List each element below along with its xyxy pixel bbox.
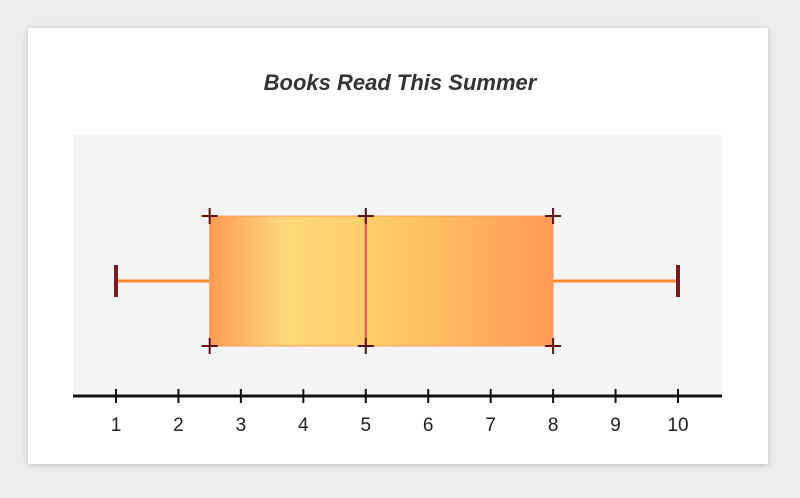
x-tick-label: 9 [610,415,621,436]
q3-top-marker [545,208,562,224]
q1-top-marker [201,208,218,224]
q1-bottom-marker [201,338,218,354]
x-tick-label: 3 [236,415,247,436]
x-tick-label: 4 [298,415,309,436]
chart-title: Books Read This Summer [263,70,537,95]
x-tick-label: 5 [360,415,371,436]
max-cap [676,265,680,297]
q3-bottom-marker [545,338,562,354]
min-cap [114,265,118,297]
x-tick-label: 10 [667,415,688,436]
x-tick-label: 8 [548,415,559,436]
x-tick-label: 1 [111,415,122,436]
median-bottom-marker [357,338,374,354]
iqr-box [209,215,554,347]
x-tick-label: 6 [423,415,434,436]
x-tick-label: 7 [485,415,496,436]
x-tick-label: 2 [173,415,184,436]
median-top-marker [357,208,374,224]
